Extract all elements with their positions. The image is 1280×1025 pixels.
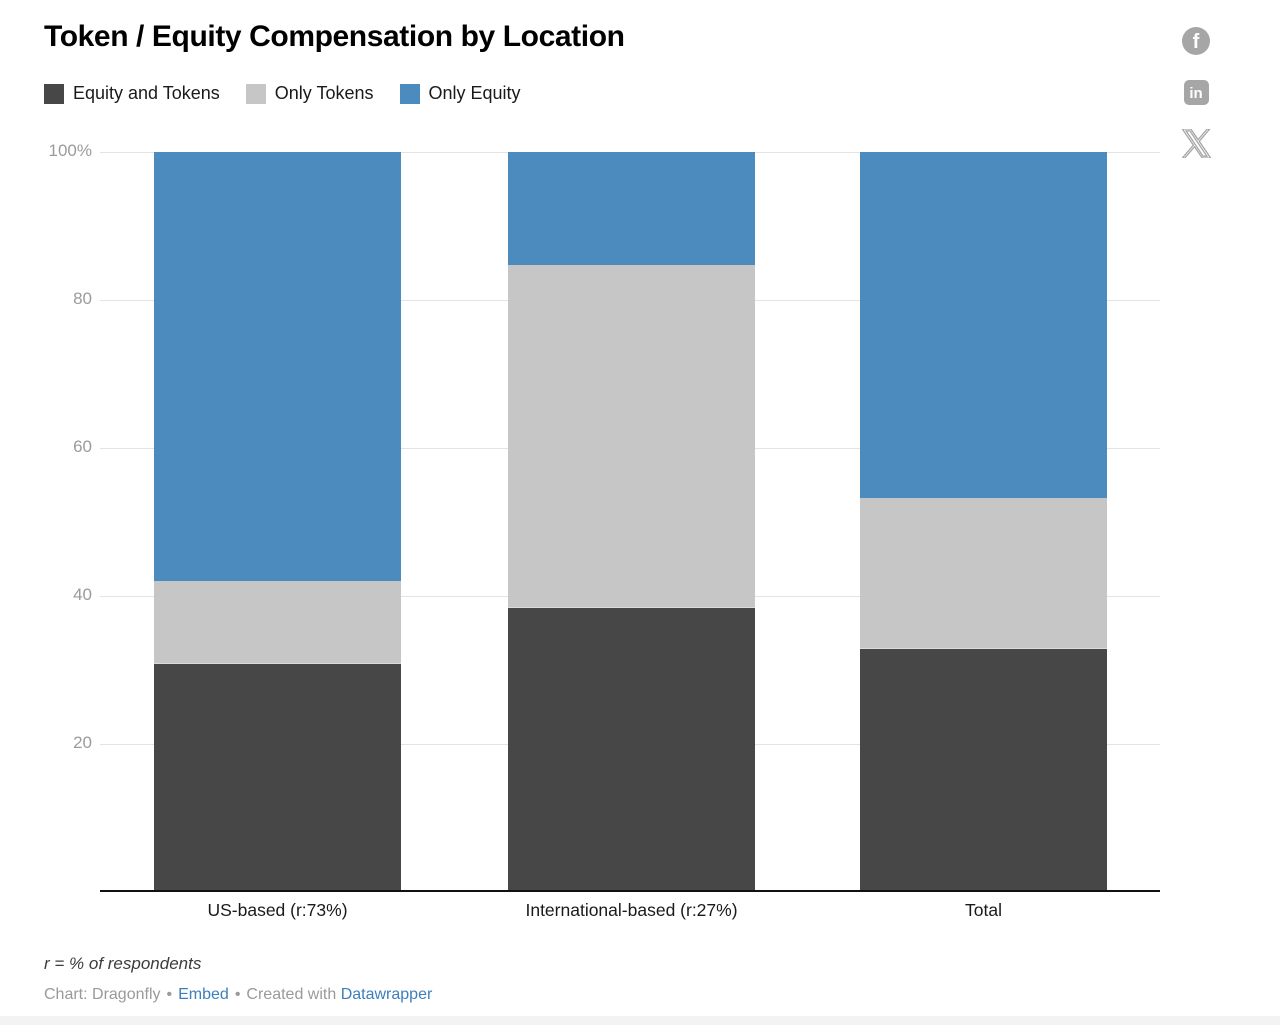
x-axis-label: US-based (r:73%)	[207, 900, 348, 920]
legend-item: Only Equity	[399, 83, 521, 104]
separator-dot: •	[166, 986, 173, 1003]
linkedin-share-icon[interactable]: in	[1183, 80, 1209, 105]
bar-segment-equity-and-tokens	[860, 647, 1107, 892]
x-twitter-share-icon[interactable]	[1181, 129, 1211, 158]
legend-item: Equity and Tokens	[44, 83, 220, 104]
legend-swatch	[399, 83, 420, 104]
x-axis-line	[100, 890, 1160, 892]
datawrapper-link[interactable]: Datawrapper	[340, 986, 433, 1003]
legend-item: Only Tokens	[245, 83, 374, 104]
chart-footnote: r = % of respondents	[44, 954, 202, 973]
y-tick-label: 20	[73, 733, 92, 752]
y-tick-label: 60	[73, 437, 92, 456]
bar-segment-only-tokens	[508, 265, 755, 608]
bar-segment-only-tokens	[154, 581, 401, 663]
bar-column	[508, 152, 755, 892]
social-share-column: f in	[1181, 27, 1211, 158]
chart-credit: Chart: Dragonfly	[44, 986, 161, 1003]
legend-label: Equity and Tokens	[73, 83, 220, 103]
separator-dot: •	[234, 986, 241, 1003]
bar-column	[860, 152, 1107, 892]
chart-attribution: Chart: Dragonfly • Embed • Created with Data…	[44, 986, 432, 1004]
y-tick-label: 80	[73, 289, 92, 308]
legend-label: Only Equity	[428, 83, 521, 103]
bar-segment-equity-and-tokens	[508, 607, 755, 892]
bar-segment-equity-and-tokens	[154, 662, 401, 892]
y-tick-label: 40	[73, 585, 92, 604]
bottom-edge-strip	[0, 1016, 1280, 1025]
legend-label: Only Tokens	[274, 83, 374, 103]
bar-segment-only-equity	[860, 152, 1107, 499]
created-with-text: Created with	[246, 986, 337, 1003]
legend-swatch	[245, 83, 266, 104]
bar-column	[154, 152, 401, 892]
legend-swatch	[44, 83, 64, 104]
x-axis-label: Total	[965, 900, 1002, 920]
bar-segment-only-tokens	[860, 498, 1107, 648]
page-title: Token / Equity Compensation by Location	[44, 20, 625, 53]
bar-segment-only-equity	[154, 152, 401, 582]
facebook-share-icon[interactable]: f	[1182, 27, 1210, 55]
bar-segment-only-equity	[508, 152, 755, 266]
chart-legend: Equity and Tokens Only Tokens Only Equity	[44, 83, 547, 104]
x-axis-label: International-based (r:27%)	[525, 900, 738, 920]
y-tick-label: 100%	[48, 141, 92, 160]
embed-link[interactable]: Embed	[178, 986, 229, 1003]
